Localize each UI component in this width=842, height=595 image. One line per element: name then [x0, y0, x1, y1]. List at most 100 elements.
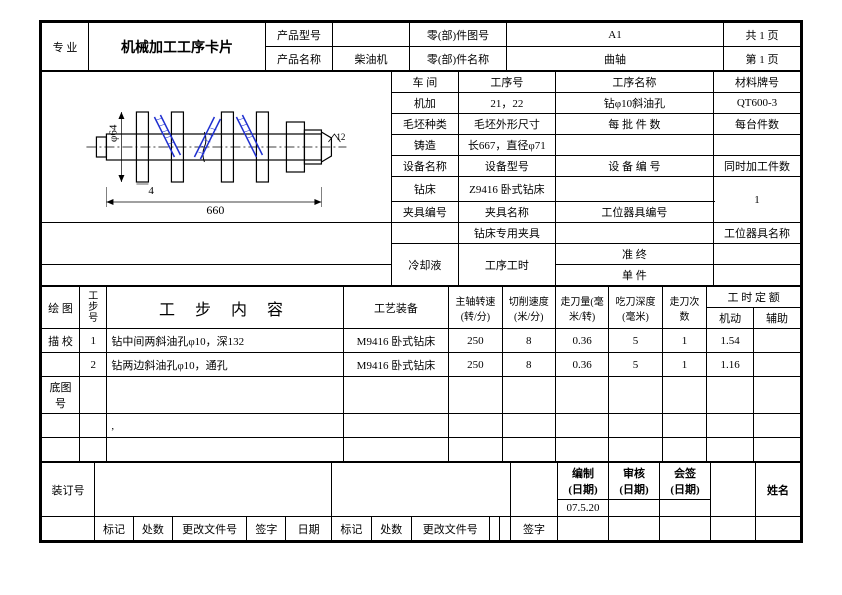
material-no-value: QT600-3: [714, 93, 801, 114]
drawing-cell: φ64 660 4 12: [42, 72, 392, 223]
jijia-label: 机加: [391, 93, 458, 114]
side-cell: 描 校: [42, 329, 80, 353]
bianzhi-date-value: 07.5.20: [558, 500, 609, 517]
zhunbei-label: 准 终: [555, 244, 713, 265]
station-name-label: 工位器具名称: [714, 223, 801, 244]
per-unit-label: 每台件数: [714, 114, 801, 135]
step-depth: 5: [609, 329, 662, 353]
process-time-label: 工序工时: [458, 244, 555, 286]
blank-dim-label: 毛坯外形尺寸: [458, 114, 555, 135]
code-a1: A1: [507, 23, 724, 47]
step-jidong: 1.54: [707, 329, 754, 353]
equip-no-value: [555, 177, 713, 202]
equip-no-label: 设 备 编 号: [555, 156, 713, 177]
concurrent-value: 1: [714, 177, 801, 223]
process-no-label: 工序号: [458, 72, 555, 93]
process-no-value: 21，22: [458, 93, 555, 114]
depth-header: 吃刀深度(毫米): [609, 287, 662, 329]
blank-type-value: 铸造: [391, 135, 458, 156]
fixture-no-label: 夹具编号: [391, 202, 458, 223]
qianzi-label: 签字: [247, 517, 286, 541]
didao-label: 底图号: [42, 377, 80, 414]
fixture-no-value: [391, 223, 458, 244]
step-passes: 1: [662, 329, 707, 353]
shaft-svg: φ64 660 4 12: [42, 72, 391, 222]
workshop-label: 车 间: [391, 72, 458, 93]
jidong-header: 机动: [707, 308, 754, 329]
step-content: 钻中间两斜油孔φ10，深132: [107, 329, 343, 353]
process-name-value: 钻φ10斜油孔: [555, 93, 713, 114]
process-card-sheet: 专 业 机械加工工序卡片 产品型号 零(部)件图号 A1 共 1 页 产品名称 …: [39, 20, 803, 543]
card-title: 机械加工工序卡片: [89, 23, 266, 71]
coolant-label: 冷却液: [391, 244, 458, 286]
process-name-label: 工序名称: [555, 72, 713, 93]
technical-drawing: φ64 660 4 12: [42, 72, 391, 222]
passes-header: 走刀次数: [662, 287, 707, 329]
blank-type-label: 毛坯种类: [391, 114, 458, 135]
shenhe-label: 审核: [623, 468, 645, 480]
product-model-value: [333, 23, 410, 47]
spindle-header: 主轴转速(转/分): [449, 287, 502, 329]
footer-table: 装订号 编制(日期) 审核(日期) 会签(日期) 姓名 07.5.20 标记 处…: [41, 462, 801, 541]
part-name-value: 曲轴: [507, 47, 724, 71]
zhuangding-label: 装订号: [42, 463, 95, 517]
speed-header: 切削速度(米/分): [502, 287, 555, 329]
step-no: 1: [80, 329, 107, 353]
step-row: 2钻两边斜油孔φ10，通孔M9416 卧式钻床25080.36511.16: [42, 353, 801, 377]
part-name-label: 零(部)件名称: [410, 47, 507, 71]
step-spindle: 250: [449, 353, 502, 377]
step-equipment: M9416 卧式钻床: [343, 353, 449, 377]
step-depth: 5: [609, 353, 662, 377]
danjian-label: 单 件: [555, 265, 713, 286]
blank-dim-value: 长667，直径φ71: [458, 135, 555, 156]
step-no: 2: [80, 353, 107, 377]
batch-label: 每 批 件 数: [555, 114, 713, 135]
pages-total: 共 1 页: [724, 23, 801, 47]
equip-name-label: 设备名称: [391, 156, 458, 177]
step-spindle: 250: [449, 329, 502, 353]
dim-4: 4: [148, 185, 154, 197]
riqi-label: 日期: [286, 517, 332, 541]
biaoji-label: 标记: [95, 517, 134, 541]
page-current: 第 1 页: [724, 47, 801, 71]
huitu-label: 绘 图: [42, 287, 80, 329]
step-equipment: M9416 卧式钻床: [343, 329, 449, 353]
per-unit-value: [714, 135, 801, 156]
steps-table: 绘 图 工步号 工 步 内 容 工艺装备 主轴转速(转/分) 切削速度(米/分)…: [41, 286, 801, 462]
step-fuzhu: [754, 353, 801, 377]
product-model-label: 产品型号: [266, 23, 333, 47]
step-content-header: 工 步 内 容: [107, 287, 343, 329]
time-header: 工 时 定 额: [707, 287, 801, 308]
dim-660: 660: [206, 203, 224, 217]
equip-model-value: Z9416 卧式钻床: [458, 177, 555, 202]
station-no-value: [555, 223, 713, 244]
xingming-label: 姓名: [756, 463, 801, 517]
batch-value: [555, 135, 713, 156]
chushu-label: 处数: [133, 517, 172, 541]
dim-phi64: φ64: [107, 124, 119, 142]
step-feed: 0.36: [555, 353, 608, 377]
side-cell: [42, 353, 80, 377]
step-passes: 1: [662, 353, 707, 377]
svg-text:12: 12: [336, 132, 345, 142]
step-speed: 8: [502, 329, 555, 353]
step-feed: 0.36: [555, 329, 608, 353]
step-content: 钻两边斜油孔φ10，通孔: [107, 353, 343, 377]
material-no-label: 材料牌号: [714, 72, 801, 93]
feed-header: 走刀量(毫米/转): [555, 287, 608, 329]
gengai-label: 更改文件号: [172, 517, 247, 541]
part-no-label: 零(部)件图号: [410, 23, 507, 47]
equip-name-value: 钻床: [391, 177, 458, 202]
header-table: 专 业 机械加工工序卡片 产品型号 零(部)件图号 A1 共 1 页 产品名称 …: [41, 22, 801, 71]
product-name-label: 产品名称: [266, 47, 333, 71]
station-no-label: 工位器具编号: [555, 202, 713, 223]
info-table: φ64 660 4 12 车 间 工序号 工序名称 材料牌号 机加 21，22 …: [41, 71, 801, 286]
equipment-header: 工艺装备: [343, 287, 449, 329]
step-fuzhu: [754, 329, 801, 353]
step-row: 描 校1钻中间两斜油孔φ10，深132M9416 卧式钻床25080.36511…: [42, 329, 801, 353]
fixture-name-label: 夹具名称: [458, 202, 555, 223]
bianzhi-label: 编制: [572, 468, 594, 480]
zhuanye-label: 专 业: [42, 23, 89, 71]
concurrent-label: 同时加工件数: [714, 156, 801, 177]
fixture-name-value: 钻床专用夹具: [458, 223, 555, 244]
